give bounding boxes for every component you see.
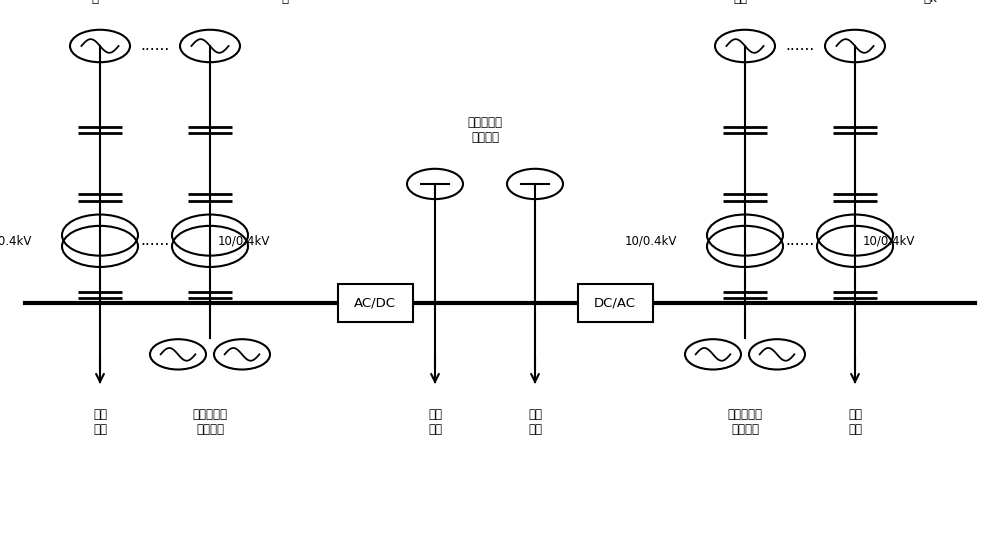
Text: ......: ...... xyxy=(785,233,815,248)
Text: ......: ...... xyxy=(140,38,170,54)
Text: 交流输出分
布式电源: 交流输出分 布式电源 xyxy=(728,408,763,436)
Text: 10/0.4kV: 10/0.4kV xyxy=(863,234,915,247)
Text: 交流
负荷: 交流 负荷 xyxy=(93,408,107,436)
Text: 电源
十一: 电源 十一 xyxy=(733,0,747,5)
Text: 交流
负荷: 交流 负荷 xyxy=(848,408,862,436)
Bar xyxy=(578,284,652,322)
Text: ......: ...... xyxy=(140,233,170,248)
Text: 直流
负荷: 直流 负荷 xyxy=(528,408,542,436)
Text: 交流输出分
布式电源: 交流输出分 布式电源 xyxy=(192,408,228,436)
Text: ......: ...... xyxy=(785,38,815,54)
Text: 电源
一: 电源 一 xyxy=(88,0,102,5)
Text: 直流
负荷: 直流 负荷 xyxy=(428,408,442,436)
Text: 电源
十k: 电源 十k xyxy=(923,0,937,5)
Text: 直流输出分
布式电源: 直流输出分 布式电源 xyxy=(468,116,503,144)
Text: 电源
二: 电源 二 xyxy=(278,0,292,5)
Text: 10/0.4kV: 10/0.4kV xyxy=(625,234,677,247)
Text: DC/AC: DC/AC xyxy=(594,296,636,309)
Text: 10/0.4kV: 10/0.4kV xyxy=(0,234,32,247)
Text: AC/DC: AC/DC xyxy=(354,296,396,309)
Bar xyxy=(338,284,413,322)
Text: 10/0.4kV: 10/0.4kV xyxy=(218,234,270,247)
